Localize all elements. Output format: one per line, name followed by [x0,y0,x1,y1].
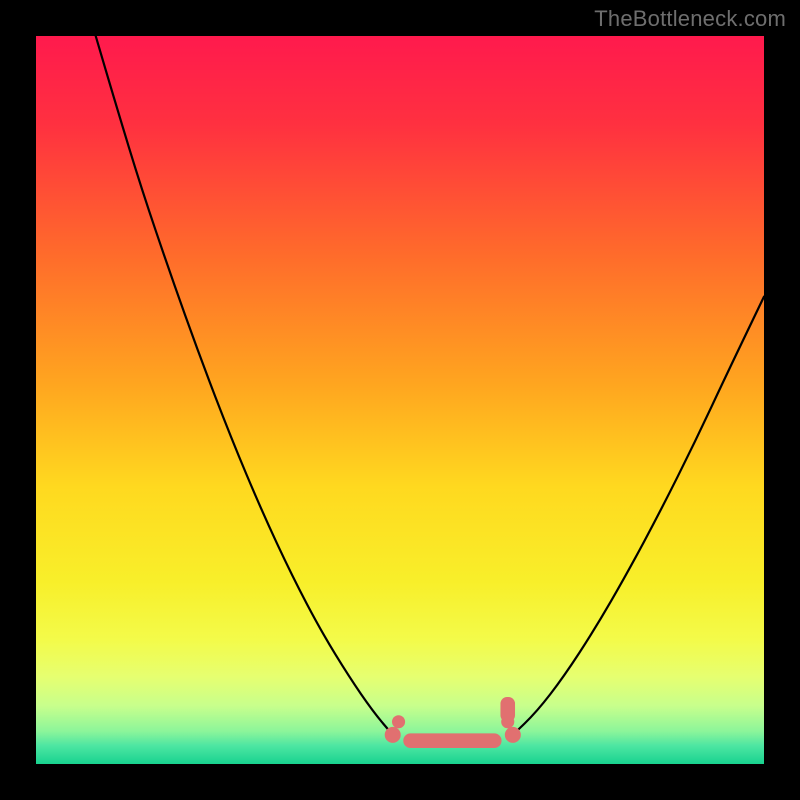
plot-area [36,36,764,764]
marker-bar [500,697,515,722]
marker-dot [505,727,521,743]
overlay-layer [36,36,764,764]
marker-dot [385,727,401,743]
right-curve [513,297,764,735]
marker-bar [403,733,501,748]
figure-root: TheBottleneck.com [0,0,800,800]
marker-dot [392,715,405,728]
left-curve [96,36,393,735]
watermark-text: TheBottleneck.com [594,6,786,32]
